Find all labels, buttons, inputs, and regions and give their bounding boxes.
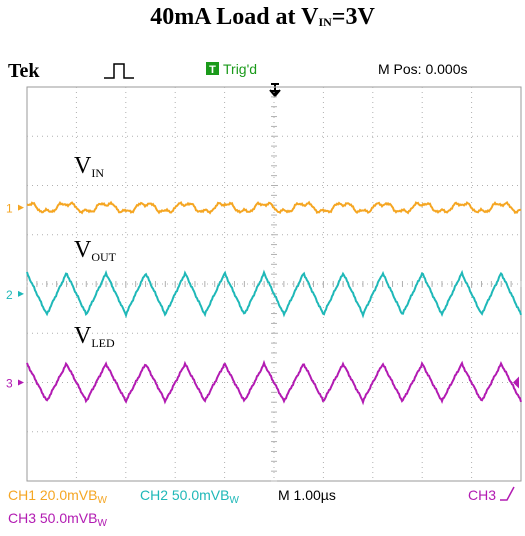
graticule (26, 86, 522, 482)
trace-name-out: VOUT (74, 237, 117, 264)
traces (26, 200, 522, 406)
channel-marker-1: 1 (6, 202, 13, 216)
trigger-badge (206, 62, 219, 75)
ch1-scale: CH1 20.0mVBW (8, 487, 107, 506)
trigger-badge-letter: T (209, 64, 216, 76)
chart-title: 40mA Load at VIN=3V (0, 4, 525, 31)
trigger-status: Trig'd (223, 61, 257, 77)
channel-marker-arrow-icon (18, 204, 24, 211)
trace-name-in: VIN (74, 153, 104, 180)
timebase-readout: M 1.00µs (278, 487, 336, 503)
trace-ch1 (26, 200, 522, 215)
title-suffix: =3V (331, 4, 375, 30)
title-text: 40mA Load at V (150, 4, 319, 30)
trace-ch3 (26, 359, 522, 406)
m-pos-readout: M Pos: 0.000s (378, 61, 468, 77)
channel-marker-2: 2 (6, 288, 13, 302)
ch3-edge-marker-icon (513, 376, 519, 389)
trace-name-led: VLED (74, 323, 115, 350)
trace-ch2 (26, 269, 522, 319)
title-subscript: IN (318, 15, 332, 29)
ch2-scale: CH2 50.0mVBW (140, 487, 239, 506)
brand-label: Tek (8, 60, 40, 82)
trigger-position-arrow-icon (269, 83, 281, 98)
trigger-source: CH3 (468, 487, 496, 503)
trigger-slope-icon (500, 486, 515, 501)
trigger-edge-icon (104, 63, 134, 79)
channel-marker-arrow-icon (18, 379, 24, 386)
ch3-scale: CH3 50.0mVBW (8, 510, 107, 529)
channel-marker-arrow-icon (18, 290, 24, 297)
channel-marker-3: 3 (6, 377, 13, 391)
channel-markers: 1 VIN 2 VOUT 3 VLED (6, 153, 519, 391)
